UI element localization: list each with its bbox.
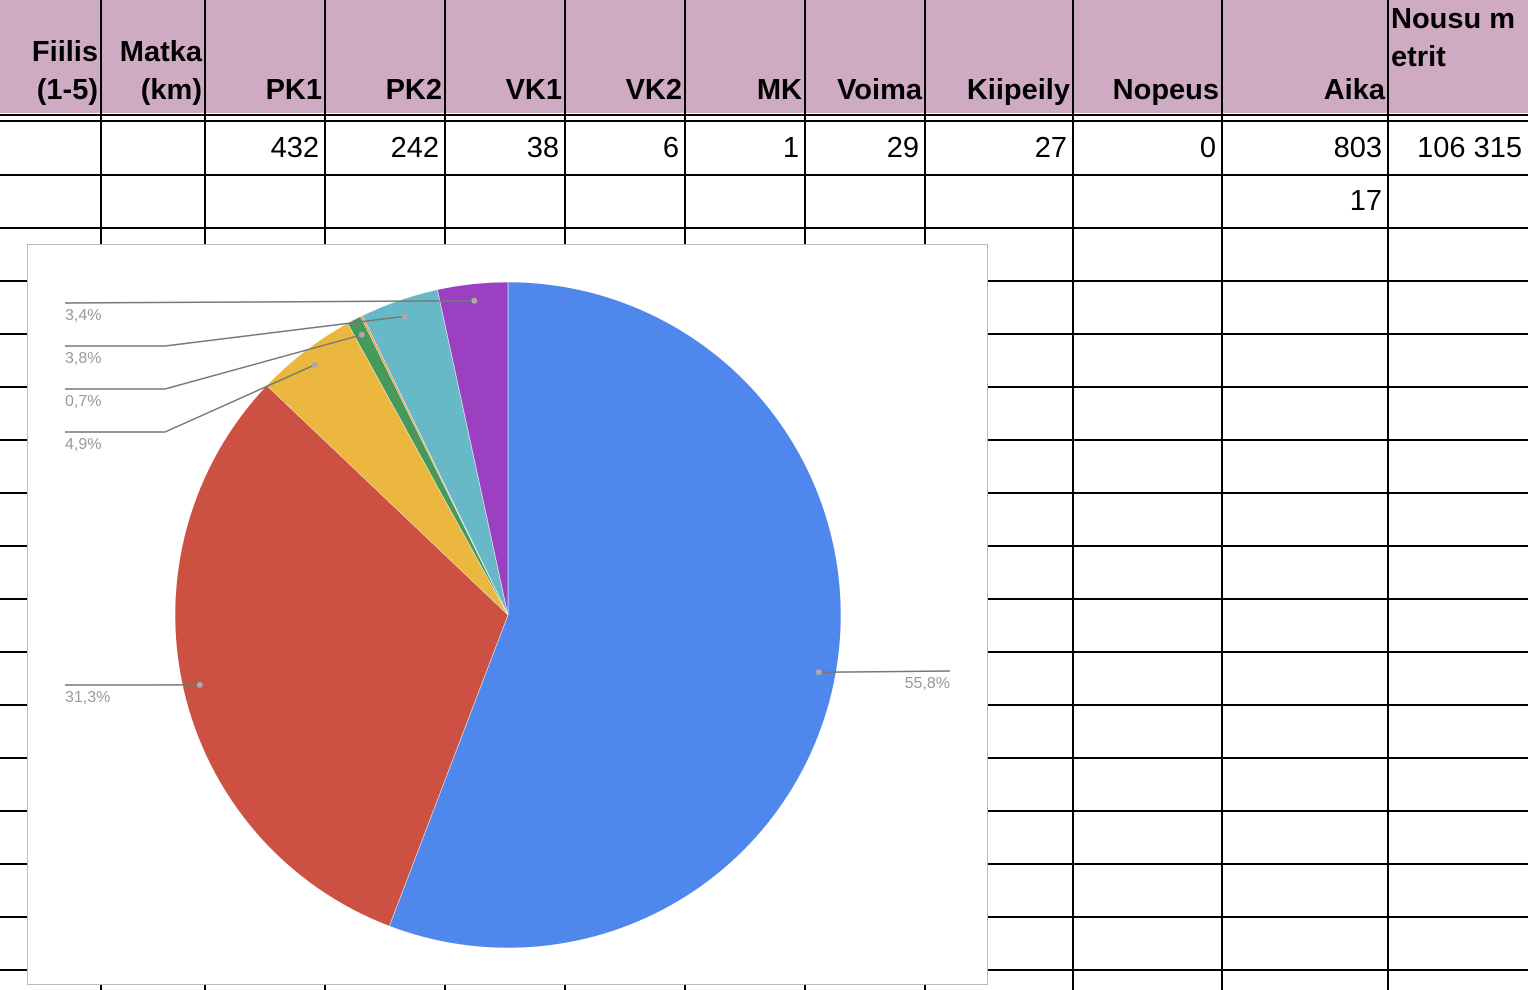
header-cell: MK <box>685 0 805 113</box>
header-bg <box>0 0 1528 113</box>
header-cell: Aika <box>1222 0 1388 113</box>
cell-text: 432 <box>270 132 319 164</box>
cell: 432 <box>205 122 325 175</box>
header-cell: PK1 <box>205 0 325 113</box>
pie-slice <box>437 281 509 616</box>
pie-slice <box>174 385 509 927</box>
cell-text: Aika <box>1323 74 1385 106</box>
header-cell: VK1 <box>445 0 565 113</box>
cell: 106 315 <box>1388 122 1528 175</box>
cell-text: Voima <box>837 74 922 106</box>
header-cell: Voima <box>805 0 925 113</box>
cell-text: MK <box>756 74 802 106</box>
cell-text: Kiipeily <box>966 74 1070 106</box>
leader-dot <box>196 681 203 688</box>
header-cell: Fiilis (1-5) <box>0 0 101 113</box>
cell: 803 <box>1222 122 1388 175</box>
data-label: 3,8% <box>65 350 101 367</box>
cell-text: 6 <box>662 132 679 164</box>
cell-text: 803 <box>1333 132 1382 164</box>
cell-text: 242 <box>390 132 439 164</box>
cell-text: PK1 <box>265 74 322 106</box>
header-cell: PK2 <box>325 0 445 113</box>
pie-slice <box>388 281 842 949</box>
header-cell: Nopeus <box>1073 0 1222 113</box>
leader-line <box>64 300 475 304</box>
cell: 1 <box>685 122 805 175</box>
cell-text: VK2 <box>625 74 682 106</box>
cell-text: Fiilis (1-5) <box>31 36 98 106</box>
cell: 29 <box>805 122 925 175</box>
leader-line <box>818 670 951 674</box>
leader-dot <box>312 361 319 368</box>
cell-text: 106 315 <box>1417 132 1522 164</box>
data-label: 31,3% <box>65 689 110 706</box>
leader-line <box>65 315 405 347</box>
leader-dot <box>815 669 822 676</box>
cell: 0 <box>1073 122 1222 175</box>
leader-dot <box>401 313 408 320</box>
cell-text: Nousu metrit <box>1391 3 1516 73</box>
header-cell: VK2 <box>565 0 685 113</box>
data-label: 4,9% <box>65 436 101 453</box>
data-label: 3,4% <box>65 307 101 324</box>
cell: 27 <box>925 122 1073 175</box>
cell-text: 1 <box>782 132 799 164</box>
cell-text: 17 <box>1349 185 1382 217</box>
cell: 6 <box>565 122 685 175</box>
cell-text: 0 <box>1199 132 1216 164</box>
data-label: 55,8% <box>905 675 950 692</box>
cell-text: 29 <box>886 132 919 164</box>
cell-text: PK2 <box>385 74 442 106</box>
leader-dot <box>358 331 365 338</box>
cell: 242 <box>325 122 445 175</box>
cell: 17 <box>1222 175 1388 228</box>
cell-text: 38 <box>526 132 559 164</box>
leader-dot <box>471 297 478 304</box>
cell-text: 27 <box>1034 132 1067 164</box>
header-cell: Nousu metrit <box>1388 0 1528 113</box>
cell-text: Matka (km) <box>119 36 202 106</box>
cell-text: VK1 <box>505 74 562 106</box>
header-cell: Kiipeily <box>925 0 1073 113</box>
header-cell: Matka (km) <box>101 0 205 113</box>
cell-text: Nopeus <box>1112 74 1219 106</box>
leader-line <box>65 364 316 433</box>
cell: 38 <box>445 122 565 175</box>
leader-line <box>65 334 363 390</box>
data-label: 0,7% <box>65 393 101 410</box>
